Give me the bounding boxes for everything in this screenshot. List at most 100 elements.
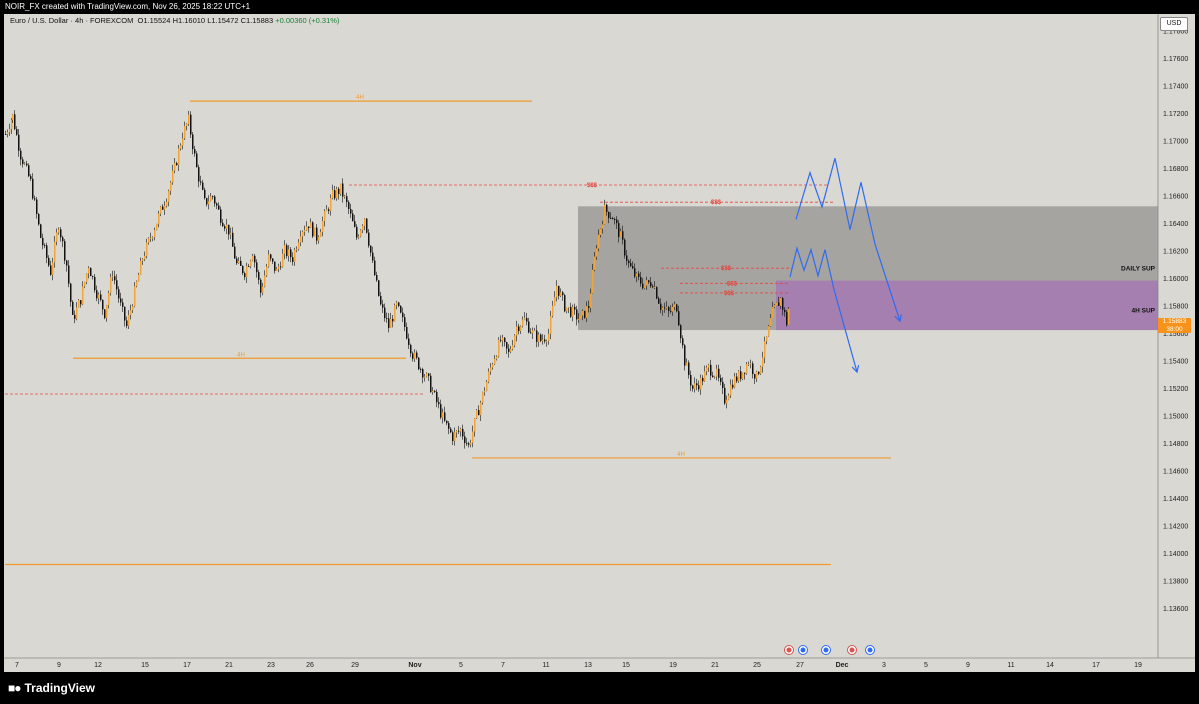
- candle-body-376: [756, 371, 758, 379]
- candle-body-336: [676, 304, 678, 312]
- time-tick-25: 17: [1092, 662, 1100, 669]
- candle-body-53: [110, 276, 112, 293]
- time-tick-1: 9: [57, 662, 61, 669]
- candle-body-206: [416, 352, 418, 358]
- candle-body-381: [766, 336, 768, 342]
- candle-body-193: [390, 318, 392, 328]
- candle-body-314: [632, 266, 634, 269]
- candle-body-130: [264, 275, 266, 287]
- candle-body-330: [664, 307, 666, 309]
- candle-body-161: [326, 209, 328, 212]
- candle-body-117: [238, 260, 240, 264]
- candle-body-338: [680, 325, 682, 339]
- ohlc-open: O1.15524: [137, 16, 171, 25]
- candle-body-254: [512, 345, 514, 350]
- candle-body-168: [340, 183, 342, 194]
- candle-body-362: [728, 395, 730, 400]
- candle-body-84: [172, 170, 174, 183]
- candle-body-277: [558, 285, 560, 296]
- liquidity-label-3: $$$: [727, 281, 738, 287]
- candle-body-253: [510, 349, 512, 352]
- candle-body-58: [120, 298, 122, 303]
- bar-countdown: 38:00: [1166, 325, 1183, 333]
- candle-body-370: [744, 372, 746, 374]
- time-tick-17: 25: [753, 662, 761, 669]
- candle-body-26: [56, 232, 58, 242]
- candle-body-278: [560, 292, 562, 296]
- candle-body-96: [196, 153, 198, 168]
- level-label-0: 4H: [356, 95, 364, 101]
- candle-body-86: [176, 162, 178, 166]
- candle-body-363: [730, 384, 732, 396]
- candle-body-384: [772, 307, 774, 319]
- candle-body-390: [784, 309, 786, 313]
- candle-body-310: [624, 239, 626, 256]
- candle-body-385: [774, 305, 776, 308]
- candle-body-63: [130, 310, 132, 315]
- candle-body-101: [206, 198, 208, 205]
- candle-body-226: [456, 430, 458, 433]
- candle-body-332: [668, 307, 670, 312]
- candle-body-158: [320, 231, 322, 237]
- candle-body-359: [722, 381, 724, 388]
- chart[interactable]: DAILY SUP 4H SUP 4H 4H 4H $$$ $$$ $$$ $$$ $$$ 1.…: [4, 14, 1195, 672]
- candle-body-178: [360, 230, 362, 237]
- candle-body-346: [696, 383, 698, 386]
- candle-body-29: [62, 237, 64, 242]
- candle-body-232: [468, 443, 470, 445]
- time-tick-16: 21: [711, 662, 719, 669]
- candle-body-13: [30, 176, 32, 179]
- candle-body-290: [584, 310, 586, 318]
- candle-body-200: [404, 317, 406, 327]
- candle-body-387: [778, 302, 780, 306]
- price-tick-0: 1.17800: [1163, 29, 1188, 36]
- candle-body-303: [610, 218, 612, 219]
- candle-body-80: [164, 205, 166, 210]
- candle-body-353: [710, 364, 712, 376]
- candle-body-88: [180, 145, 182, 149]
- candle-body-392: [788, 308, 790, 325]
- candle-body-140: [284, 245, 286, 254]
- tradingview-logo-icon: ■●: [8, 681, 21, 695]
- liquidity-label-0: $$$: [587, 183, 598, 189]
- candle-body-121: [246, 266, 248, 278]
- candle-body-46: [96, 290, 98, 299]
- candle-body-131: [266, 266, 268, 276]
- candle-body-242: [488, 371, 490, 382]
- candle-body-43: [90, 268, 92, 277]
- candle-body-307: [618, 223, 620, 237]
- candle-body-142: [288, 249, 290, 257]
- time-tick-24: 14: [1046, 662, 1054, 669]
- time-tick-14: 15: [622, 662, 630, 669]
- candle-body-321: [646, 280, 648, 286]
- candle-body-360: [724, 387, 726, 404]
- liquidity-label-1: $$$: [711, 200, 722, 206]
- projections-layer: [789, 158, 902, 374]
- candle-body-24: [52, 262, 54, 275]
- candle-body-300: [604, 204, 606, 225]
- candle-body-292: [588, 306, 590, 308]
- candle-body-249: [502, 337, 504, 341]
- time-tick-15: 19: [669, 662, 677, 669]
- candle-body-37: [78, 300, 80, 308]
- candle-body-369: [742, 372, 744, 380]
- candle-body-202: [408, 338, 410, 345]
- candle-body-56: [116, 280, 118, 290]
- symbol-legend: Euro / U.S. Dollar · 4h · FOREXCOM O1.15…: [10, 16, 339, 25]
- candle-body-354: [712, 375, 714, 378]
- candle-body-324: [652, 286, 654, 288]
- candle-body-235: [474, 418, 476, 432]
- candle-body-372: [748, 364, 750, 365]
- candle-body-323: [650, 282, 652, 287]
- candle-body-164: [332, 190, 334, 198]
- candle-body-286: [576, 309, 578, 320]
- currency-selector[interactable]: USD: [1160, 17, 1188, 31]
- candle-body-318: [640, 276, 642, 284]
- candle-body-270: [544, 339, 546, 342]
- candle-body-263: [530, 332, 532, 334]
- candle-body-177: [358, 236, 360, 238]
- candle-body-160: [324, 211, 326, 221]
- candle-body-79: [162, 206, 164, 210]
- candles-layer: [5, 110, 790, 449]
- tradingview-logo[interactable]: ■● TradingView: [8, 681, 95, 695]
